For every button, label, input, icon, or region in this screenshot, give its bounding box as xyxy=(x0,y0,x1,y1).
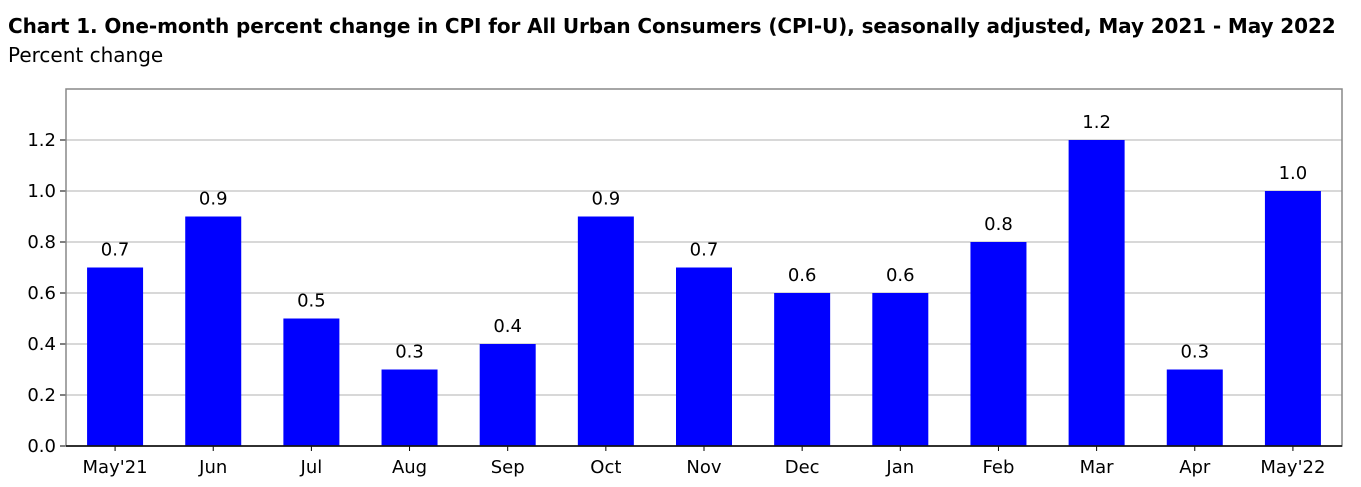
y-tick-label: 0.0 xyxy=(27,436,56,457)
x-tick-label: May'21 xyxy=(83,457,148,478)
data-label: 1.2 xyxy=(1082,112,1111,133)
bar xyxy=(1166,369,1223,446)
data-label: 1.0 xyxy=(1279,163,1308,184)
x-tick-label: Nov xyxy=(686,457,721,478)
data-label: 0.9 xyxy=(199,189,228,210)
data-label: 0.7 xyxy=(690,240,719,261)
data-label: 0.8 xyxy=(984,214,1013,235)
bar xyxy=(283,318,340,446)
bar xyxy=(1068,140,1125,446)
x-tick-label: Apr xyxy=(1179,457,1211,478)
bar xyxy=(970,242,1027,446)
bar xyxy=(1264,191,1321,446)
bar xyxy=(577,216,634,446)
y-tick-label: 0.8 xyxy=(27,232,56,253)
x-tick-label: Dec xyxy=(785,457,820,478)
y-tick-label: 0.6 xyxy=(27,283,56,304)
x-tick-label: Jan xyxy=(885,457,914,478)
data-label: 0.4 xyxy=(493,316,522,337)
data-label: 0.6 xyxy=(788,265,817,286)
y-tick-label: 1.0 xyxy=(27,181,56,202)
x-tick-label: Aug xyxy=(392,457,427,478)
bar xyxy=(872,293,929,446)
x-tick-label: Mar xyxy=(1080,457,1115,478)
data-label: 0.6 xyxy=(886,265,915,286)
bar xyxy=(479,344,536,446)
y-tick-label: 0.4 xyxy=(27,334,56,355)
bar xyxy=(87,267,144,446)
chart-title: Chart 1. One-month percent change in CPI… xyxy=(8,14,1336,38)
x-tick-label: Jul xyxy=(300,457,323,478)
chart-subtitle: Percent change xyxy=(8,43,164,67)
y-tick-label: 1.2 xyxy=(27,130,56,151)
data-label: 0.3 xyxy=(1180,342,1209,363)
data-label: 0.9 xyxy=(592,189,621,210)
x-tick-label: Sep xyxy=(491,457,525,478)
bar xyxy=(774,293,831,446)
data-label: 0.5 xyxy=(297,291,326,312)
bar xyxy=(185,216,242,446)
bar xyxy=(676,267,732,446)
x-tick-label: Oct xyxy=(590,457,621,478)
data-label: 0.7 xyxy=(101,240,130,261)
bar xyxy=(381,369,438,446)
data-label: 0.3 xyxy=(395,342,424,363)
x-tick-label: Jun xyxy=(198,457,227,478)
y-tick-label: 0.2 xyxy=(27,385,56,406)
x-tick-label: May'22 xyxy=(1260,457,1325,478)
x-tick-label: Feb xyxy=(983,457,1015,478)
